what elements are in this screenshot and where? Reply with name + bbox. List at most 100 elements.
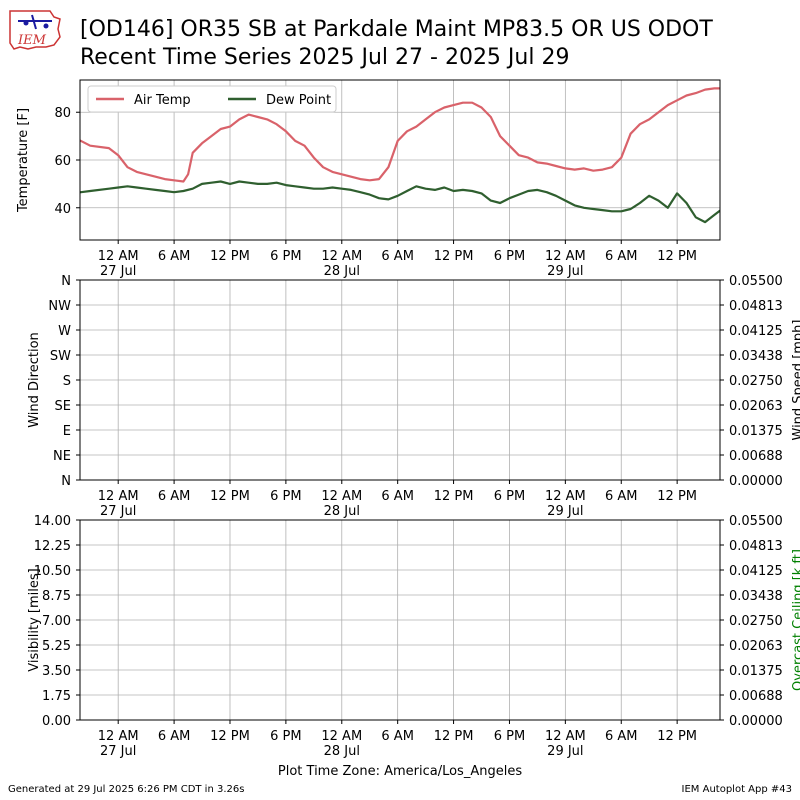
y2-tick-label: 0.02750	[729, 614, 783, 629]
x-tick-date-label: 28 Jul	[324, 744, 360, 759]
y2-tick-label: 0.02063	[729, 639, 783, 654]
generated-timestamp: Generated at 29 Jul 2025 6:26 PM CDT in …	[8, 784, 245, 795]
y2-tick-label: 0.03438	[729, 589, 783, 604]
x-tick-date-label: 29 Jul	[547, 504, 583, 519]
x-tick-label: 6 PM	[494, 489, 525, 504]
y2-tick-label: 0.04813	[729, 539, 783, 554]
x-tick-label: 6 AM	[605, 489, 638, 504]
series-line-dew-point	[80, 180, 720, 224]
x-tick-label: 12 PM	[210, 249, 250, 264]
x-tick-label: 12 AM	[321, 729, 362, 744]
y-tick-label: 3.50	[42, 664, 71, 679]
y-tick-label: 1.75	[42, 689, 71, 704]
x-tick-label: 12 AM	[321, 249, 362, 264]
y-tick-label: N	[61, 274, 71, 289]
x-tick-date-label: 27 Jul	[100, 744, 136, 759]
y2-tick-label: 0.00000	[729, 474, 783, 489]
x-tick-label: 6 PM	[270, 489, 301, 504]
x-tick-label: 12 AM	[98, 489, 139, 504]
chart-title-line-2: Recent Time Series 2025 Jul 27 - 2025 Ju…	[80, 45, 570, 70]
y2-axis-label: Overcast Ceiling [k ft]	[791, 549, 800, 691]
plot-frame	[79, 79, 721, 241]
x-tick-label: 12 PM	[657, 489, 697, 504]
x-tick-label: 12 AM	[321, 489, 362, 504]
x-tick-label: 12 AM	[545, 249, 586, 264]
y-tick-label: S	[63, 374, 71, 389]
x-tick-date-label: 27 Jul	[100, 504, 136, 519]
iem-logo-icon: IEM	[9, 10, 61, 50]
y-tick-label: 60	[54, 154, 71, 169]
x-tick-date-label: 27 Jul	[100, 264, 136, 279]
x-tick-label: 6 PM	[494, 249, 525, 264]
x-tick-date-label: 28 Jul	[324, 504, 360, 519]
x-tick-label: 12 AM	[545, 729, 586, 744]
x-tick-label: 12 AM	[98, 249, 139, 264]
x-tick-label: 6 PM	[270, 729, 301, 744]
y-tick-label: W	[58, 324, 71, 339]
y2-tick-label: 0.00000	[729, 714, 783, 729]
x-tick-label: 12 PM	[434, 489, 474, 504]
y2-axis-label: Wind Speed [mph]	[791, 320, 800, 441]
x-tick-label: 12 PM	[434, 249, 474, 264]
legend-label: Air Temp	[134, 93, 191, 108]
legend-label: Dew Point	[266, 93, 331, 108]
x-tick-label: 6 AM	[605, 729, 638, 744]
x-tick-label: 6 PM	[494, 729, 525, 744]
y-tick-label: N	[61, 474, 71, 489]
y2-tick-label: 0.04125	[729, 564, 783, 579]
x-tick-label: 6 AM	[158, 489, 191, 504]
x-tick-label: 6 PM	[270, 249, 301, 264]
y2-tick-label: 0.04125	[729, 324, 783, 339]
y-tick-label: 80	[54, 106, 71, 121]
x-tick-label: 6 AM	[381, 489, 414, 504]
timezone-label: Plot Time Zone: America/Los_Angeles	[277, 764, 523, 779]
y2-tick-label: 0.04813	[729, 299, 783, 314]
y-axis-label: Temperature [F]	[16, 108, 31, 213]
y-tick-label: NW	[48, 299, 71, 314]
y2-tick-label: 0.03438	[729, 349, 783, 364]
x-tick-label: 12 PM	[657, 249, 697, 264]
x-tick-label: 6 AM	[381, 729, 414, 744]
y-axis-label: Visibility [miles]	[27, 568, 42, 671]
y-tick-label: 12.25	[34, 539, 71, 554]
y-axis-label: Wind Direction	[27, 332, 42, 428]
y2-tick-label: 0.05500	[729, 274, 783, 289]
y2-tick-label: 0.05500	[729, 514, 783, 529]
y-tick-label: E	[63, 424, 71, 439]
x-tick-label: 12 PM	[657, 729, 697, 744]
svg-text:IEM: IEM	[17, 33, 47, 48]
x-tick-label: 6 AM	[158, 249, 191, 264]
y2-tick-label: 0.01375	[729, 424, 783, 439]
y2-tick-label: 0.00688	[729, 689, 783, 704]
y-tick-label: 14.00	[34, 514, 71, 529]
x-tick-label: 12 PM	[210, 729, 250, 744]
x-tick-label: 12 AM	[98, 729, 139, 744]
y-tick-label: 7.00	[42, 614, 71, 629]
series-line-air-temp	[80, 87, 720, 183]
y2-tick-label: 0.02750	[729, 374, 783, 389]
y-tick-label: 5.25	[42, 639, 71, 654]
y2-tick-label: 0.01375	[729, 664, 783, 679]
y-tick-label: 10.50	[34, 564, 71, 579]
y-tick-label: SW	[50, 349, 71, 364]
plot-frame	[79, 519, 721, 721]
y2-tick-label: 0.02063	[729, 399, 783, 414]
x-tick-date-label: 29 Jul	[547, 744, 583, 759]
y-tick-label: 8.75	[42, 589, 71, 604]
x-tick-label: 6 AM	[605, 249, 638, 264]
y-tick-label: 40	[54, 202, 71, 217]
y-tick-label: NE	[53, 449, 71, 464]
x-tick-label: 12 PM	[434, 729, 474, 744]
y-tick-label: 0.00	[42, 714, 71, 729]
chart-title-line-1: [OD146] OR35 SB at Parkdale Maint MP83.5…	[80, 17, 713, 42]
y2-tick-label: 0.00688	[729, 449, 783, 464]
x-tick-label: 12 AM	[545, 489, 586, 504]
legend-box	[87, 85, 337, 113]
y-tick-label: SE	[55, 399, 71, 414]
x-tick-date-label: 29 Jul	[547, 264, 583, 279]
plot-frame	[79, 279, 721, 481]
autoplot-app-label: IEM Autoplot App #43	[681, 784, 792, 795]
x-tick-label: 12 PM	[210, 489, 250, 504]
x-tick-date-label: 28 Jul	[324, 264, 360, 279]
